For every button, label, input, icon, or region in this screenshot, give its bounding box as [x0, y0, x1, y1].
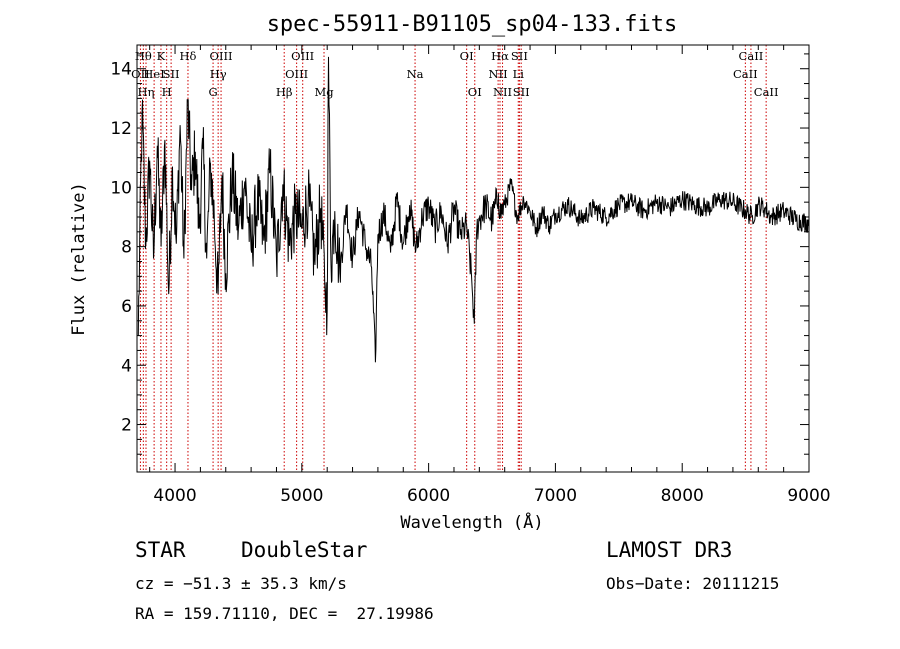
y-axis-ticks: 2 4 6 8 10 12 14 [110, 53, 809, 455]
line-marker-label: SII [163, 67, 180, 81]
line-marker-label: Hδ [179, 49, 196, 63]
line-marker-label: OII [131, 67, 150, 81]
spectrum-line [137, 56, 810, 363]
line-marker-label: OI [460, 49, 474, 63]
chart-title: spec-55911-B91105_sp04-133.fits [267, 12, 678, 37]
emission-line-labels: OII Hθ Hη HeI K H SII Hδ G Hγ OIII Hβ OIII OIII Mg Na OI… [131, 49, 778, 99]
x-tick-label: 9000 [787, 486, 830, 506]
y-tick-label: 12 [110, 119, 132, 139]
spectrum-series [137, 56, 810, 363]
coordinates: RA = 159.71110, DEC = 27.19986 [135, 604, 434, 623]
x-tick-label: 4000 [153, 486, 196, 506]
emission-line-markers [139, 45, 767, 472]
line-marker-label: OIII [291, 49, 314, 63]
line-marker-label: HeI [143, 67, 164, 81]
obs-date: Obs−Date: 20111215 [606, 574, 780, 593]
x-tick-label: 8000 [661, 486, 704, 506]
line-marker-label: G [208, 85, 217, 99]
line-marker-label: Mg [314, 85, 334, 99]
x-tick-label: 7000 [534, 486, 577, 506]
y-tick-label: 6 [121, 297, 132, 317]
redshift-readout: cz = −51.3 ± 35.3 km/s [135, 574, 347, 593]
object-subclass: DoubleStar [241, 538, 368, 562]
line-marker-label: SII [513, 85, 530, 99]
line-marker-label: Li [513, 67, 525, 81]
y-tick-label: 10 [110, 178, 132, 198]
line-marker-label: Hα [491, 49, 509, 63]
y-axis-label: Flux (relative) [69, 182, 89, 336]
line-marker-label: NII [489, 67, 508, 81]
line-marker-label: K [157, 49, 166, 63]
line-marker-label: Hβ [276, 85, 293, 99]
spectrum-chart: spec-55911-B91105_sp04-133.fits OII Hθ Hη H… [69, 12, 831, 533]
line-marker-label: Hγ [210, 67, 227, 81]
x-tick-label: 5000 [280, 486, 323, 506]
line-marker-label: Hη [138, 85, 155, 99]
line-marker-label: OIII [210, 49, 233, 63]
line-marker-label: CaII [733, 67, 758, 81]
line-marker-label: OIII [285, 67, 308, 81]
line-marker-label: NII [493, 85, 512, 99]
y-tick-label: 14 [110, 60, 132, 80]
x-tick-label: 6000 [407, 486, 450, 506]
line-marker-label: SII [511, 49, 528, 63]
line-marker-label: OI [468, 85, 482, 99]
line-marker-label: H [162, 85, 172, 99]
y-tick-label: 4 [121, 356, 132, 376]
x-axis-ticks: 4000 5000 6000 7000 8000 9000 [149, 45, 831, 506]
y-tick-label: 8 [121, 238, 132, 258]
line-marker-label: CaII [754, 85, 779, 99]
object-class: STAR [135, 538, 186, 562]
y-tick-label: 2 [121, 416, 132, 436]
plot-frame [136, 44, 810, 473]
line-marker-label: Hθ [135, 49, 152, 63]
line-marker-label: CaII [739, 49, 764, 63]
x-axis-label: Wavelength (Å) [400, 511, 543, 533]
survey-name: LAMOST DR3 [606, 538, 733, 562]
line-marker-label: Na [407, 67, 424, 81]
